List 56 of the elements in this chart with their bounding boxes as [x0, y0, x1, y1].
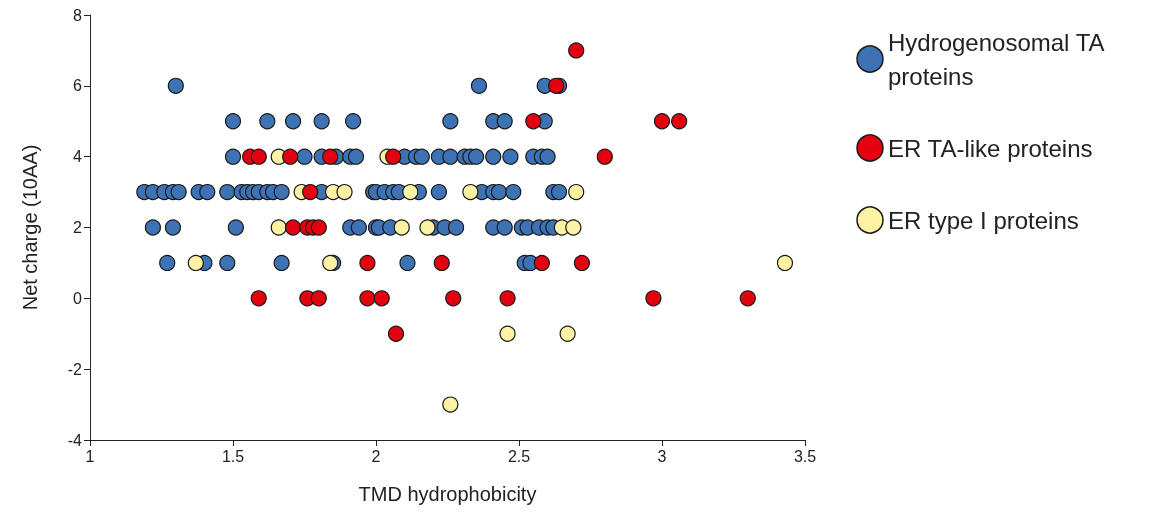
point [565, 219, 582, 236]
point [568, 183, 585, 201]
point [739, 290, 756, 307]
legend-label: ER type I proteins [888, 206, 1079, 234]
point [499, 325, 516, 342]
y-tick-label: -2 [67, 360, 83, 378]
point [373, 290, 390, 307]
x-tick-label: 3.5 [793, 447, 817, 465]
point [573, 254, 591, 272]
y-tick-label: 6 [73, 77, 83, 95]
point [393, 219, 410, 236]
point [270, 219, 287, 236]
x-tick-label: 1 [85, 447, 95, 465]
point [282, 148, 299, 165]
point [322, 148, 339, 165]
point [187, 254, 204, 272]
y-tick-label: 0 [73, 289, 83, 307]
point [359, 290, 376, 307]
point [310, 290, 327, 307]
x-axis-title: TMD hydrophobicity [358, 483, 537, 505]
point [284, 219, 302, 236]
point [445, 290, 462, 307]
legend-label: Hydrogenosomal TA proteins [888, 28, 1110, 90]
point [596, 148, 613, 165]
point [250, 290, 267, 307]
point [250, 148, 267, 165]
y-tick-label: -4 [67, 431, 83, 449]
legend-label: ER TA-like proteins [888, 134, 1093, 162]
point [359, 254, 376, 272]
x-tick-label: 3 [657, 447, 667, 465]
point [302, 183, 319, 201]
point [776, 254, 794, 272]
y-tick-label: 2 [73, 219, 83, 236]
point [525, 113, 542, 130]
point [499, 290, 516, 307]
point [419, 219, 436, 236]
point [442, 396, 459, 413]
point [336, 183, 353, 201]
point [533, 254, 550, 272]
y-axis-title: Net charge (10AA) [19, 144, 41, 311]
point [462, 183, 479, 201]
point [671, 113, 688, 130]
point [385, 148, 402, 165]
point [310, 219, 327, 236]
y-tick-label: 4 [73, 148, 83, 166]
point [645, 290, 662, 307]
point [653, 113, 671, 130]
y-tick-label: 8 [73, 6, 83, 24]
x-tick-label: 1.5 [221, 447, 245, 465]
point [433, 254, 450, 272]
point [559, 325, 576, 342]
point [402, 183, 419, 201]
point [387, 325, 405, 342]
x-tick-label: 2.5 [507, 447, 531, 465]
point [568, 42, 585, 59]
x-tick-label: 2 [371, 447, 381, 465]
